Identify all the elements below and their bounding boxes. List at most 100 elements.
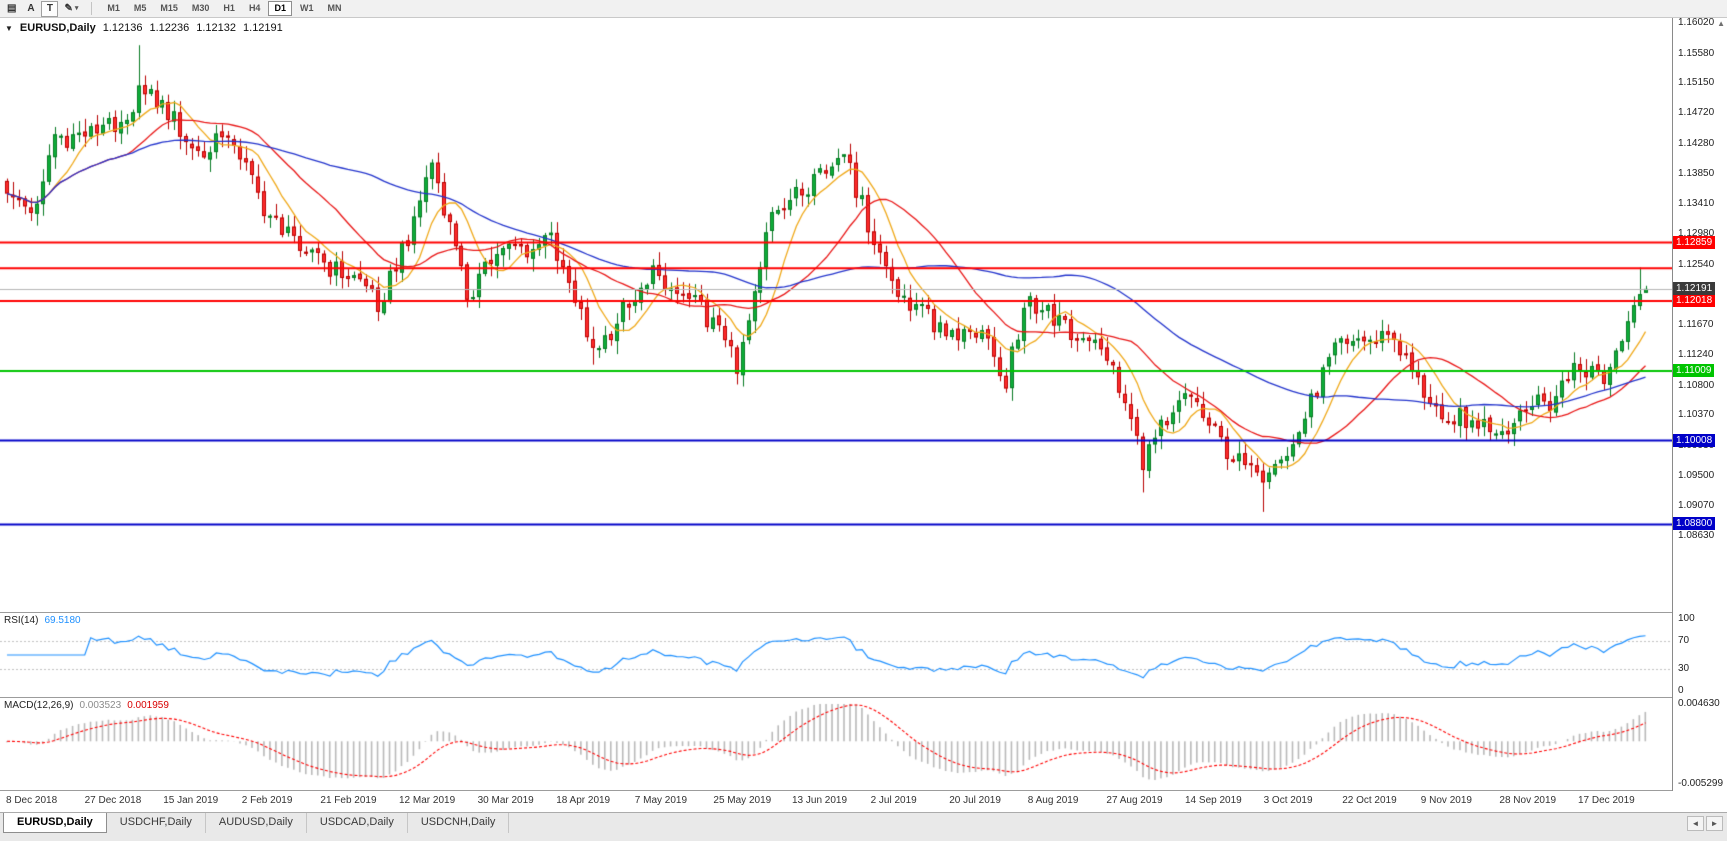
price-tick: 1.11240	[1678, 348, 1714, 360]
pencil-icon: ✎	[64, 2, 73, 14]
tab-scrollbar: ◄ ►	[1687, 816, 1723, 831]
high-value: 1.12236	[149, 22, 190, 34]
date-label: 2 Feb 2019	[241, 795, 293, 806]
date-label: 13 Jun 2019	[792, 795, 848, 806]
price-level-badge: 1.12018	[1673, 293, 1716, 307]
date-label: 15 Jan 2019	[163, 795, 219, 806]
price-tick: 1.12540	[1678, 258, 1715, 270]
date-label: 21 Feb 2019	[320, 795, 377, 806]
price-axis[interactable]: ▲ 1.16020 1.15580 1.15150 1.14720 1.14280 1.1…	[1672, 17, 1727, 791]
tab-eurusd-daily[interactable]: EURUSD,Daily	[3, 813, 107, 833]
price-level-badge: 1.08800	[1673, 517, 1716, 531]
tab-usdcnh-daily[interactable]: USDCNH,Daily	[408, 813, 510, 833]
date-label: 20 Jul 2019	[949, 795, 1001, 806]
timeframe-m5-button[interactable]: M5	[128, 1, 153, 16]
timeframe-h1-button[interactable]: H1	[217, 1, 241, 16]
open-value: 1.12136	[102, 22, 143, 34]
price-level-badge: 1.12859	[1673, 235, 1716, 249]
rsi-label: RSI(14) 69.5180	[4, 615, 81, 626]
date-label: 18 Apr 2019	[556, 795, 611, 806]
toolbar-separator	[91, 2, 93, 15]
date-label: 3 Oct 2019	[1263, 795, 1313, 806]
date-label: 8 Aug 2019	[1027, 795, 1079, 806]
tab-scroll-right-button[interactable]: ►	[1706, 816, 1723, 831]
panel-separator[interactable]	[0, 612, 1727, 613]
price-tick: 1.14280	[1678, 137, 1715, 149]
price-tick: 1.10800	[1678, 379, 1715, 391]
date-label: 14 Sep 2019	[1185, 795, 1242, 806]
timeframe-d1-button[interactable]: D1	[268, 1, 292, 16]
price-level-badge: 1.11009	[1673, 363, 1715, 377]
draw-tools-dropdown[interactable]: ✎ ▾	[60, 1, 82, 17]
chart-title: ▼ EURUSD,Daily 1.12136 1.12236 1.12132 1…	[5, 22, 283, 34]
price-tick: 1.11670	[1678, 319, 1714, 331]
dropdown-arrow-icon: ▾	[74, 4, 79, 12]
timeframe-m30-button[interactable]: M30	[186, 1, 216, 16]
price-tick: 1.13410	[1678, 198, 1715, 210]
macd-tick: 0.004630	[1678, 698, 1720, 709]
rsi-tick: 100	[1678, 613, 1695, 624]
timeframe-h4-button[interactable]: H4	[243, 1, 267, 16]
quote-collapse-icon[interactable]: ▼	[5, 23, 13, 33]
macd-panel-canvas[interactable]	[0, 698, 1672, 790]
top-toolbar: ▤ A T ✎ ▾ M1 M5 M15 M30 H1 H4 D1 W1 MN	[0, 0, 1727, 18]
current-price-badge: 1.12191	[1673, 281, 1716, 295]
rsi-panel-canvas[interactable]	[0, 613, 1672, 697]
price-tick: 1.12980	[1678, 228, 1715, 240]
date-label: 8 Dec 2018	[6, 795, 58, 806]
price-tick: 1.15580	[1678, 47, 1715, 59]
date-label: 9 Nov 2019	[1420, 795, 1472, 806]
chart-area: ▼ EURUSD,Daily 1.12136 1.12236 1.12132 1…	[0, 17, 1727, 812]
rsi-tick: 0	[1678, 685, 1684, 696]
date-label: 30 Mar 2019	[477, 795, 534, 806]
macd-label: MACD(12,26,9) 0.003523 0.001959	[4, 700, 169, 711]
tab-usdcad-daily[interactable]: USDCAD,Daily	[307, 813, 408, 833]
macd-tick: -0.005299	[1678, 778, 1724, 789]
price-tick: 1.10370	[1678, 409, 1715, 421]
price-tick: 1.09070	[1678, 499, 1715, 511]
rsi-tick: 70	[1678, 634, 1690, 646]
price-tick: 1.08630	[1678, 530, 1715, 542]
scale-scroll-up-icon[interactable]: ▲	[1717, 19, 1725, 28]
tab-audusd-daily[interactable]: AUDUSD,Daily	[206, 813, 307, 833]
text-tool-button[interactable]: T	[41, 0, 59, 17]
charts-icon[interactable]: ▤	[3, 1, 20, 17]
date-label: 28 Nov 2019	[1499, 795, 1557, 806]
date-label: 27 Aug 2019	[1106, 795, 1163, 806]
price-level-badge: 1.10008	[1673, 433, 1716, 447]
price-tick: 1.13850	[1678, 167, 1715, 179]
panel-separator[interactable]	[0, 697, 1727, 698]
panel-separator[interactable]	[0, 790, 1727, 791]
chart-tab-bar: EURUSD,Daily USDCHF,Daily AUDUSD,Daily U…	[0, 812, 1727, 841]
date-label: 22 Oct 2019	[1342, 795, 1397, 806]
date-label: 2 Jul 2019	[870, 795, 917, 806]
timeframe-m1-button[interactable]: M1	[101, 1, 126, 16]
rsi-value: 69.5180	[44, 615, 81, 626]
macd-signal-value: 0.001959	[127, 700, 169, 711]
timeframe-mn-button[interactable]: MN	[321, 1, 347, 16]
date-label: 17 Dec 2019	[1578, 795, 1635, 806]
macd-main-value: 0.003523	[79, 700, 122, 711]
date-label: 25 May 2019	[713, 795, 772, 806]
tab-usdchf-daily[interactable]: USDCHF,Daily	[107, 813, 206, 833]
rsi-name: RSI(14)	[4, 615, 39, 626]
timeframe-m15-button[interactable]: M15	[154, 1, 184, 16]
low-value: 1.12132	[196, 22, 237, 34]
price-tick: 1.16020	[1678, 17, 1715, 29]
rsi-tick: 30	[1678, 663, 1690, 675]
date-label: 7 May 2019	[634, 795, 688, 806]
date-label: 27 Dec 2018	[84, 795, 142, 806]
date-label: 12 Mar 2019	[399, 795, 456, 806]
timeframe-w1-button[interactable]: W1	[294, 1, 320, 16]
macd-name: MACD(12,26,9)	[4, 700, 74, 711]
price-tick: 1.14720	[1678, 107, 1715, 119]
price-chart-canvas[interactable]	[0, 18, 1672, 612]
price-tick: 1.09500	[1678, 469, 1715, 481]
time-axis[interactable]: 8 Dec 2018 27 Dec 2018 15 Jan 2019 2 Feb 20…	[0, 791, 1672, 812]
price-tick: 1.15150	[1678, 77, 1715, 89]
close-value: 1.12191	[243, 22, 283, 34]
tab-scroll-left-button[interactable]: ◄	[1687, 816, 1704, 831]
font-tool-button[interactable]: A	[22, 1, 39, 17]
symbol-period-label: EURUSD,Daily	[19, 22, 96, 34]
